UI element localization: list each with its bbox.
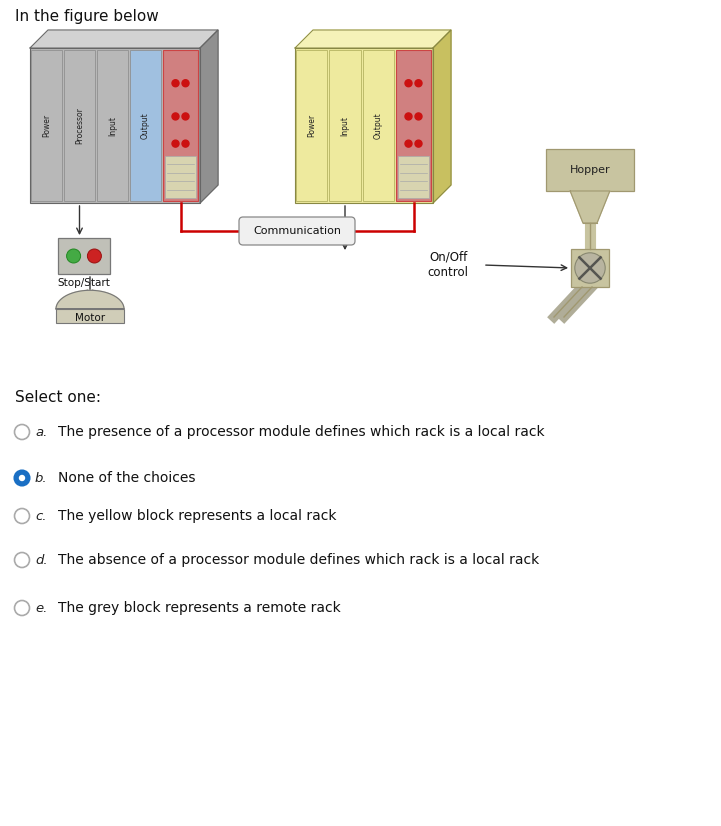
FancyBboxPatch shape [97,50,128,201]
Text: Power: Power [307,114,317,137]
Text: The presence of a processor module defines which rack is a local rack: The presence of a processor module defin… [58,425,544,439]
Text: Select one:: Select one: [15,391,101,406]
Circle shape [14,425,30,439]
FancyBboxPatch shape [296,50,327,201]
Text: Communication: Communication [253,226,341,236]
Circle shape [14,471,30,486]
Circle shape [66,249,81,263]
Text: Processor: Processor [75,107,84,144]
FancyBboxPatch shape [398,155,429,198]
FancyBboxPatch shape [363,50,394,201]
Circle shape [415,140,422,147]
Circle shape [415,80,422,87]
Text: On/Off
control: On/Off control [428,251,469,279]
Circle shape [14,509,30,524]
FancyBboxPatch shape [165,155,196,198]
Text: a.: a. [35,425,48,439]
Polygon shape [433,30,451,203]
Circle shape [87,249,102,263]
Text: None of the choices: None of the choices [58,471,195,485]
Text: The yellow block represents a local rack: The yellow block represents a local rack [58,509,337,523]
Circle shape [14,553,30,567]
Polygon shape [570,191,610,223]
Text: d.: d. [35,553,48,567]
FancyBboxPatch shape [31,50,62,201]
Text: Output: Output [373,112,383,139]
FancyBboxPatch shape [396,50,431,201]
Text: The absence of a processor module defines which rack is a local rack: The absence of a processor module define… [58,553,539,567]
Circle shape [182,80,189,87]
FancyBboxPatch shape [295,48,433,203]
Circle shape [405,140,412,147]
Text: In the figure below: In the figure below [15,8,159,23]
FancyBboxPatch shape [239,217,355,245]
Circle shape [575,253,605,283]
FancyBboxPatch shape [64,50,95,201]
Text: c.: c. [35,510,46,523]
Polygon shape [56,290,124,309]
FancyBboxPatch shape [58,238,110,274]
Circle shape [415,113,422,120]
Polygon shape [200,30,218,203]
Circle shape [172,113,179,120]
Circle shape [405,80,412,87]
Circle shape [14,601,30,615]
Text: Power: Power [42,114,51,137]
Polygon shape [295,30,451,48]
Circle shape [19,475,25,482]
Polygon shape [30,30,218,48]
Circle shape [172,80,179,87]
Circle shape [172,140,179,147]
FancyBboxPatch shape [56,309,124,323]
Text: b.: b. [35,472,48,485]
Text: Stop/Start: Stop/Start [58,278,110,288]
FancyBboxPatch shape [329,50,360,201]
Circle shape [182,140,189,147]
Text: The grey block represents a remote rack: The grey block represents a remote rack [58,601,341,615]
Text: e.: e. [35,601,48,615]
FancyBboxPatch shape [571,249,609,287]
Text: Hopper: Hopper [570,165,610,175]
FancyBboxPatch shape [163,50,198,201]
FancyBboxPatch shape [130,50,161,201]
Circle shape [405,113,412,120]
Text: Output: Output [141,112,150,139]
Text: Motor: Motor [75,313,105,323]
Text: Input: Input [108,116,117,135]
Text: Input: Input [340,116,350,135]
FancyBboxPatch shape [30,48,200,203]
FancyBboxPatch shape [546,149,634,191]
Circle shape [182,113,189,120]
